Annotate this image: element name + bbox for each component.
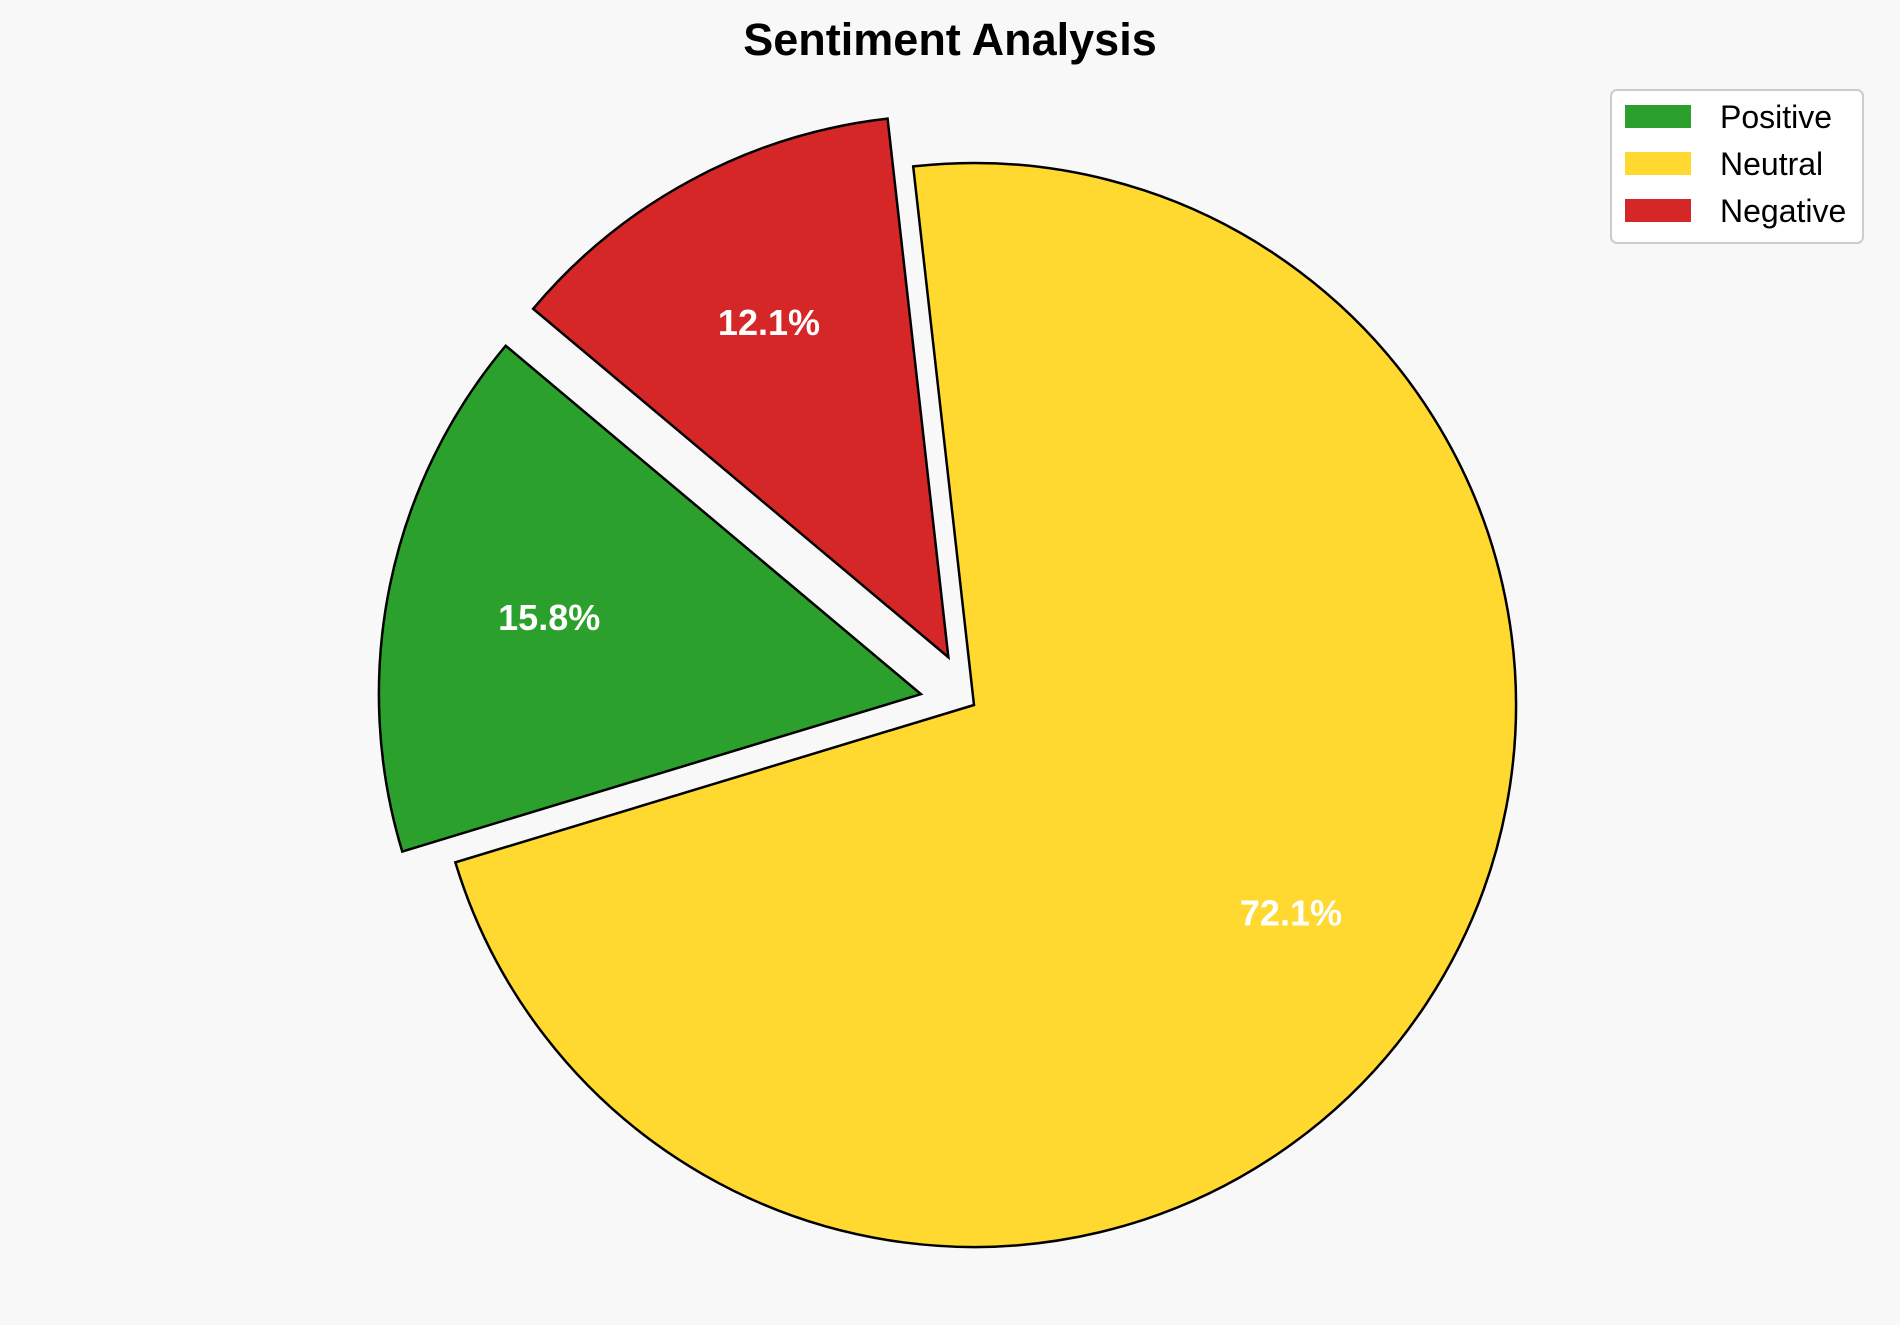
legend-swatch-neutral	[1625, 152, 1691, 175]
legend: Positive Neutral Negative	[1610, 89, 1864, 244]
legend-label-positive: Positive	[1720, 99, 1832, 135]
legend-swatch-positive	[1625, 105, 1691, 128]
pie-slice-negative	[531, 117, 950, 661]
pie-slice-neutral	[453, 161, 1518, 1249]
pie-slice-positive	[377, 343, 924, 854]
slice-label-negative: 12.1%	[718, 302, 820, 343]
legend-label-negative: Negative	[1720, 193, 1846, 229]
slice-label-neutral: 72.1%	[1240, 893, 1342, 934]
legend-label-neutral: Neutral	[1720, 146, 1823, 182]
legend-swatch-negative	[1625, 199, 1691, 222]
chart-title: Sentiment Analysis	[743, 14, 1156, 65]
slice-label-positive: 15.8%	[498, 597, 600, 638]
